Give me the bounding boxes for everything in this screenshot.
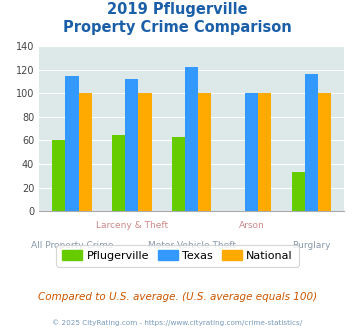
Text: Property Crime Comparison: Property Crime Comparison xyxy=(63,20,292,35)
Bar xyxy=(318,93,331,211)
Bar xyxy=(258,93,271,211)
Bar xyxy=(198,93,212,211)
Text: Arson: Arson xyxy=(239,221,264,230)
Text: Larceny & Theft: Larceny & Theft xyxy=(96,221,168,230)
Text: Compared to U.S. average. (U.S. average equals 100): Compared to U.S. average. (U.S. average … xyxy=(38,292,317,302)
Bar xyxy=(245,93,258,211)
Bar xyxy=(305,75,318,211)
Bar xyxy=(112,135,125,211)
Bar xyxy=(78,93,92,211)
Bar xyxy=(185,67,198,211)
Bar xyxy=(172,137,185,211)
Text: All Property Crime: All Property Crime xyxy=(31,241,113,250)
Text: Burglary: Burglary xyxy=(292,241,331,250)
Bar xyxy=(125,79,138,211)
Bar xyxy=(65,76,78,211)
Text: 2019 Pflugerville: 2019 Pflugerville xyxy=(107,2,248,16)
Bar xyxy=(292,172,305,211)
Text: Motor Vehicle Theft: Motor Vehicle Theft xyxy=(148,241,236,250)
Legend: Pflugerville, Texas, National: Pflugerville, Texas, National xyxy=(56,245,299,267)
Bar xyxy=(52,141,65,211)
Bar xyxy=(138,93,152,211)
Text: © 2025 CityRating.com - https://www.cityrating.com/crime-statistics/: © 2025 CityRating.com - https://www.city… xyxy=(53,319,302,326)
